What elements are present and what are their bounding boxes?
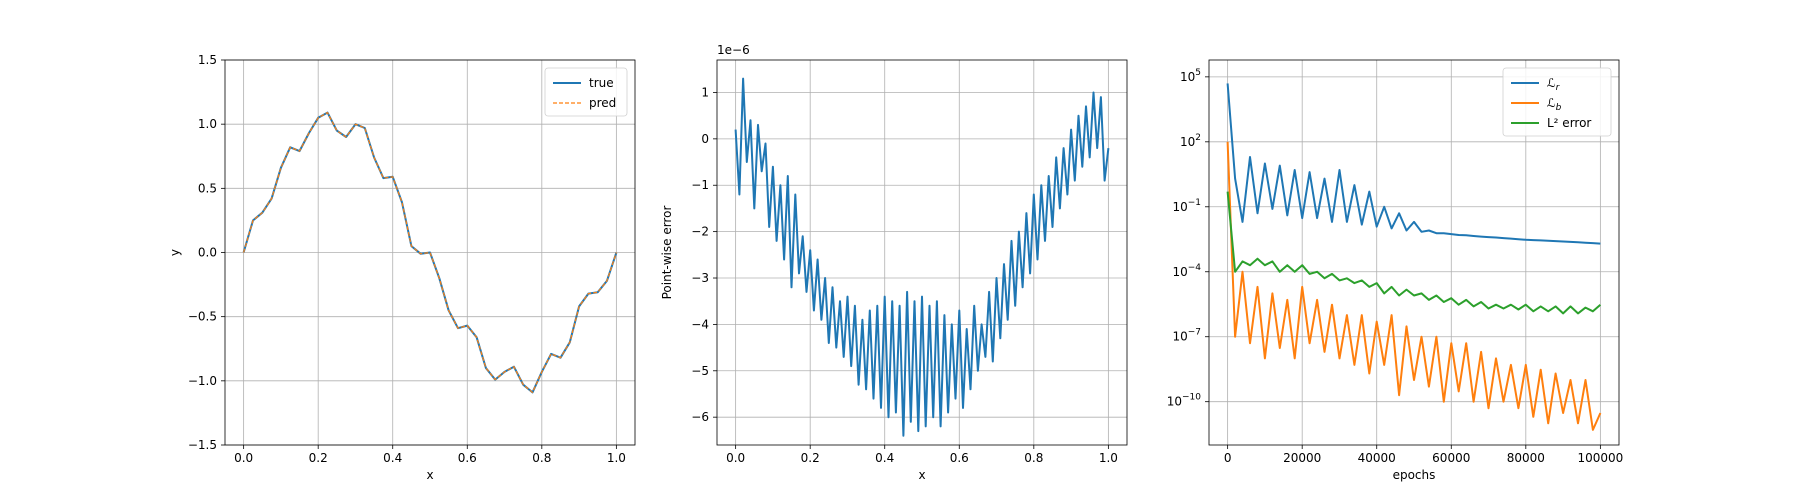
series-group (734, 77, 1110, 437)
y-tick-label: −1 (691, 178, 709, 192)
axes-frame (1208, 59, 1620, 446)
y-tick-label: −2 (691, 225, 709, 239)
y-tick-label: 10−1 (1172, 198, 1201, 214)
legend: ℒr ℒb L² error (1502, 67, 1612, 137)
y-tick-label: −5 (691, 364, 709, 378)
legend-label: ℒb (1547, 96, 1562, 113)
chart-3: 0 20000 40000 60000 80000 100000 10−10 10−7 10−4… (1167, 59, 1623, 482)
y-tick-label: 10−10 (1167, 393, 1202, 409)
y-axis-label: Point-wise error (660, 206, 674, 300)
x-tick-label: 0.0 (726, 451, 745, 465)
x-axis-label: x (918, 468, 925, 482)
legend-box (1502, 67, 1612, 137)
x-tick-label: 20000 (1283, 451, 1321, 465)
y-tick-label: −1.5 (188, 438, 217, 452)
x-tick-label: 0.2 (309, 451, 328, 465)
x-tick-label: 0 (1224, 451, 1232, 465)
x-tick-label: 0.4 (383, 451, 402, 465)
series-line-1 (1226, 83, 1601, 245)
y-scale-label: 1e−6 (717, 43, 750, 57)
y-tick-label: 105 (1180, 68, 1201, 84)
x-tick-label: 1.0 (1099, 451, 1118, 465)
series-group (242, 111, 618, 394)
x-tick-label: 80000 (1507, 451, 1545, 465)
y-tick-label: 1 (701, 85, 709, 99)
x-tick-label: 0.8 (1024, 451, 1043, 465)
y-tick-label: 10−4 (1172, 263, 1201, 279)
axes-frame (716, 59, 1128, 446)
y-tick-label: −1.0 (188, 374, 217, 388)
legend-label: true (589, 76, 614, 90)
y-tick-label: 1.0 (198, 117, 217, 131)
legend: true pred (544, 67, 628, 117)
x-axis-label: epochs (1393, 468, 1436, 482)
y-tick-label: −6 (691, 410, 709, 424)
legend-label: pred (589, 96, 616, 110)
x-tick-label: 0.0 (234, 451, 253, 465)
legend-box (544, 67, 628, 117)
y-tick-label: −4 (691, 317, 709, 331)
x-tick-label: 60000 (1432, 451, 1470, 465)
legend-label: ℒr (1547, 76, 1561, 93)
y-axis-label: y (168, 249, 182, 256)
y-tick-label: −0.5 (188, 310, 217, 324)
x-tick-label: 0.4 (875, 451, 894, 465)
x-axis-label: x (426, 468, 433, 482)
legend-label: L² error (1547, 116, 1591, 130)
y-tick-label: 1.5 (198, 53, 217, 67)
x-tick-label: 100000 (1577, 451, 1623, 465)
x-tick-label: 1.0 (607, 451, 626, 465)
x-tick-label: 0.8 (532, 451, 551, 465)
series-group (1226, 83, 1602, 431)
x-tick-label: 40000 (1358, 451, 1396, 465)
series-line-2 (243, 111, 617, 393)
series-line-2 (1226, 141, 1602, 431)
series-line-1 (734, 77, 1110, 437)
y-tick-label: 10−7 (1172, 328, 1201, 344)
y-tick-label: 0.0 (198, 246, 217, 260)
y-tick-label: 0.5 (198, 181, 217, 195)
x-tick-label: 0.2 (801, 451, 820, 465)
chart-2: 0.0 0.2 0.4 0.6 0.8 1.0 −6 −5 −4 −3 −2 −1 0 1 x Point-w… (660, 43, 1128, 482)
y-tick-label: 102 (1180, 133, 1201, 149)
y-tick-label: −3 (691, 271, 709, 285)
x-tick-label: 0.6 (458, 451, 477, 465)
x-tick-label: 0.6 (950, 451, 969, 465)
chart-1: 0.0 0.2 0.4 0.6 0.8 1.0 −1.5 −1.0 −0.5 0.0 0.5 1.0 1… (168, 53, 636, 482)
series-line-3 (1226, 191, 1602, 315)
y-tick-label: 0 (701, 132, 709, 146)
